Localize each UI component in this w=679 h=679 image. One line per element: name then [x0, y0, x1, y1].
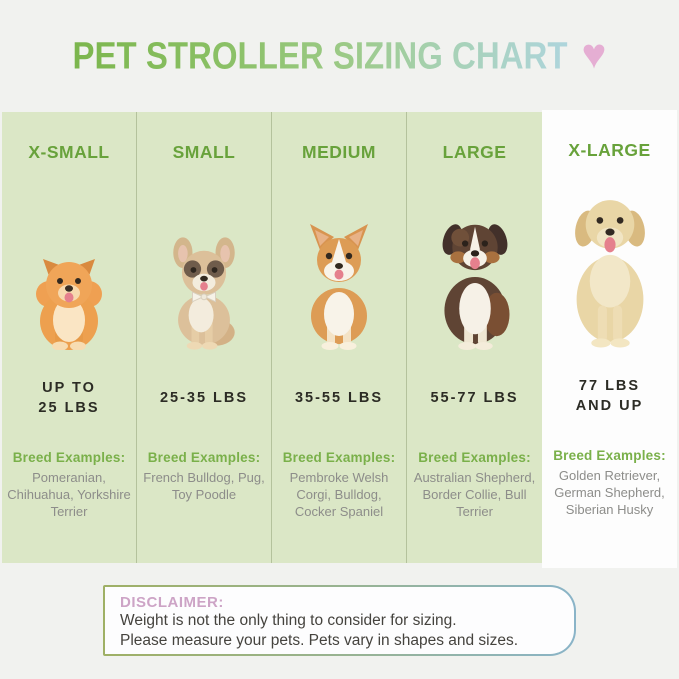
golden-retriever-dog-icon [574, 200, 645, 348]
page-title: PET STROLLER SIZING CHART [72, 34, 568, 77]
size-column-x-large: X-LARGE [542, 110, 677, 568]
size-label: MEDIUM [302, 142, 376, 162]
title-bar: PET STROLLER SIZING CHART ♥ [0, 0, 679, 112]
corgi-dog-icon [310, 224, 368, 350]
size-column-x-small: X-SMALL [2, 112, 137, 563]
size-column-large: LARGE [407, 112, 542, 563]
breed-examples: Breed Examples: French Bulldog, Pug, Toy… [143, 450, 265, 502]
breed-examples: Breed Examples: Pomeranian, Chihuahua, Y… [7, 450, 131, 519]
disclaimer-text-line2: Please measure your pets. Pets vary in s… [120, 631, 519, 649]
size-label: SMALL [172, 142, 236, 162]
size-column-small: SMALL [137, 112, 272, 563]
disclaimer-box: DISCLAIMER: Weight is not the only thing… [103, 585, 576, 656]
breed-examples: Breed Examples: Australian Shepherd, Bor… [413, 450, 536, 519]
breed-examples: Breed Examples: Pembroke Welsh Corgi, Bu… [282, 450, 396, 519]
australian-shepherd-dog-icon [442, 224, 510, 350]
pomeranian-dog-icon [36, 259, 102, 350]
weight-range: 25-35 LBS [159, 390, 249, 407]
size-label: LARGE [442, 142, 507, 162]
size-column-medium: MEDIUM [272, 112, 407, 563]
size-columns: X-SMALL [2, 110, 677, 568]
disclaimer-label: DISCLAIMER: [120, 594, 224, 611]
weight-range: 55-77 LBS [430, 390, 519, 407]
heart-icon: ♥ [581, 30, 607, 77]
disclaimer-text-line1: Weight is not the only thing to consider… [120, 612, 457, 629]
french-bulldog-dog-icon [173, 237, 235, 350]
size-label: X-LARGE [568, 140, 651, 160]
weight-range: UP TO 25 LBS [38, 380, 100, 416]
weight-range: 77 LBS AND UP [575, 378, 644, 414]
weight-range: 35-55 LBS [294, 390, 384, 407]
breed-examples: Breed Examples: Golden Retriever, German… [553, 448, 666, 517]
size-label: X-SMALL [28, 142, 110, 162]
